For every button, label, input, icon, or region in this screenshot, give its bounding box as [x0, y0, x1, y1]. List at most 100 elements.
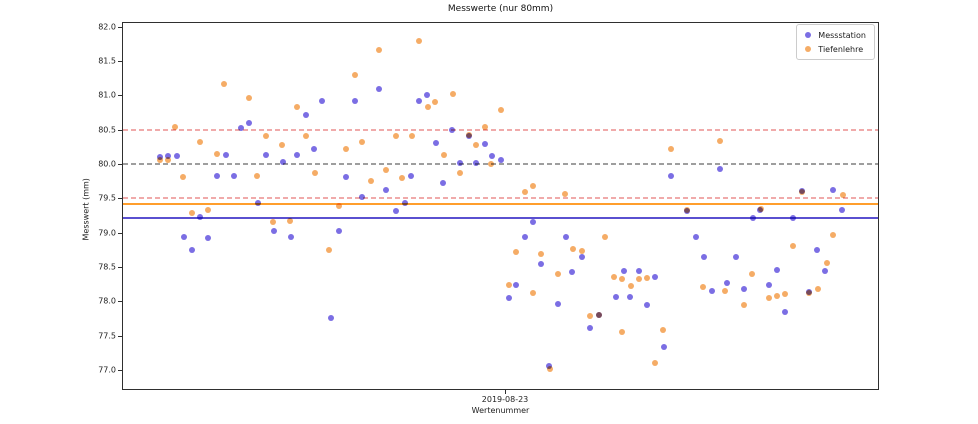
y-tick-label: 78.0 [98, 296, 116, 306]
tiefenlehre-point [538, 250, 545, 257]
messstation-point [375, 85, 382, 92]
messstation-point [165, 153, 172, 160]
messstation-point [205, 235, 212, 242]
tiefenlehre-point [529, 182, 536, 189]
tiefenlehre-point [659, 327, 666, 334]
tiefenlehre-point [165, 157, 172, 164]
messstation-point [563, 234, 570, 241]
messstation-point [579, 254, 586, 261]
tiefenlehre-point [790, 242, 797, 249]
messstation-point [294, 152, 301, 159]
tiefenlehre-point [156, 157, 163, 164]
hline-lower-tolerance [123, 197, 878, 199]
tiefenlehre-point [188, 209, 195, 216]
tiefenlehre-point [513, 248, 520, 255]
tiefenlehre-point [619, 276, 626, 283]
y-tick-mark [118, 95, 122, 97]
tiefenlehre-point [409, 133, 416, 140]
legend: Messstation Tiefenlehre [796, 24, 875, 60]
tiefenlehre-point [172, 124, 179, 131]
messstation-point [335, 227, 342, 234]
tiefenlehre-point [278, 141, 285, 148]
hline-tiefenlehre-mean [123, 202, 878, 205]
tiefenlehre-point [311, 169, 318, 176]
plot-area: Messstation Tiefenlehre [122, 22, 879, 390]
messstation-point [773, 267, 780, 274]
tiefenlehre-point [294, 103, 301, 110]
messstation-point [717, 166, 724, 173]
messstation-point [401, 200, 408, 207]
messstation-point [538, 261, 545, 268]
y-tick-label: 78.5 [98, 262, 116, 272]
tiefenlehre-point [587, 312, 594, 319]
messstation-point [724, 280, 730, 287]
messstation-point [327, 314, 334, 321]
messstation-point [407, 172, 414, 179]
messstation-point [569, 269, 576, 276]
messstation-point [668, 172, 675, 179]
y-tick-label: 77.0 [98, 365, 116, 375]
tiefenlehre-point [722, 288, 729, 295]
messstation-point [529, 219, 536, 226]
tiefenlehre-point [351, 71, 358, 78]
tiefenlehre-point [683, 207, 690, 214]
y-tick-mark [118, 267, 122, 269]
messstation-point [246, 119, 253, 126]
messstation-point [181, 234, 188, 241]
messstation-point [660, 344, 667, 351]
tiefenlehre-point [782, 291, 789, 298]
tiefenlehre-point [425, 103, 432, 110]
messstation-point [708, 287, 715, 294]
tiefenlehre-point [610, 274, 617, 280]
y-tick-label: 79.5 [98, 193, 116, 203]
x-tick-mark [505, 390, 507, 394]
messstation-point [230, 172, 237, 179]
messstation-point [497, 156, 504, 163]
y-tick-mark [118, 370, 122, 372]
messstation-point [173, 153, 180, 160]
tiefenlehre-point [748, 270, 755, 277]
tiefenlehre-point [823, 259, 830, 266]
tiefenlehre-point [595, 312, 602, 319]
tiefenlehre-point [254, 172, 261, 179]
messstation-point [255, 200, 262, 207]
tiefenlehre-point [431, 98, 438, 105]
tiefenlehre-point [619, 328, 626, 335]
tiefenlehre-point [798, 188, 805, 195]
tiefenlehre-point [554, 271, 561, 278]
tiefenlehre-point [392, 132, 399, 139]
tiefenlehre-point [375, 46, 382, 53]
messstation-point [188, 247, 195, 254]
tiefenlehre-point [628, 282, 635, 289]
tiefenlehre-point [498, 106, 505, 113]
legend-label-messstation: Messstation [818, 30, 866, 40]
messstation-point [733, 254, 740, 261]
messstation-marker-icon [805, 32, 812, 38]
tiefenlehre-point [529, 290, 536, 297]
tiefenlehre-point [383, 166, 390, 173]
hline-nominal [123, 163, 878, 165]
tiefenlehre-point [830, 231, 837, 238]
x-axis-label: Wertenummer [471, 406, 530, 415]
x-tick-label: 2019-08-23 [481, 395, 529, 404]
tiefenlehre-point [343, 145, 350, 152]
y-tick-mark [118, 129, 122, 131]
tiefenlehre-point [286, 218, 293, 225]
tiefenlehre-point [221, 81, 228, 88]
messstation-point [359, 194, 366, 201]
tiefenlehre-point [246, 95, 253, 102]
messstation-point [635, 267, 642, 274]
messstation-point [621, 267, 628, 274]
tiefenlehre-point [668, 145, 675, 152]
messstation-point [627, 293, 634, 300]
messstation-point [830, 187, 837, 194]
messstation-point [156, 153, 163, 160]
tiefenlehre-point [635, 276, 642, 283]
messstation-point [449, 126, 456, 133]
messstation-point [765, 281, 772, 288]
tiefenlehre-point [757, 205, 764, 212]
legend-item-messstation: Messstation [803, 28, 866, 42]
messstation-point [643, 302, 650, 308]
tiefenlehre-point [806, 289, 813, 296]
tiefenlehre-point [546, 366, 553, 373]
